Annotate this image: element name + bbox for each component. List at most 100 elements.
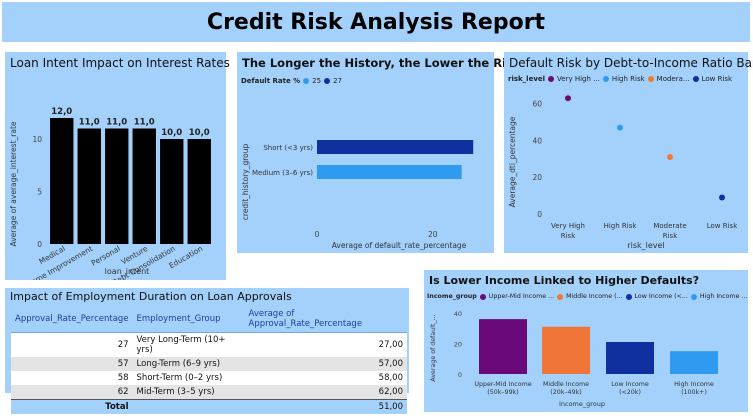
loan-intent-title: Loan Intent Impact on Interest Rates: [10, 56, 230, 70]
dti-x-tick-label: Risk: [663, 232, 678, 240]
total-label: Total: [11, 399, 133, 414]
employment-group-cell: Mid-Term (3–5 yrs): [132, 385, 245, 400]
dti-x-tick-label: High Risk: [604, 222, 638, 230]
table-row[interactable]: 58 Short-Term (0–2 yrs) 58,00: [11, 371, 407, 385]
income-x-tick-label: (<20k): [619, 389, 641, 396]
income-x-tick-label: (100k+): [681, 389, 707, 396]
dti-chart[interactable]: 0 20 40 60 Very High Risk High Risk Moderate Ris…: [504, 52, 748, 253]
income-legend-dot-icon: [690, 293, 697, 300]
income-x-tick-label: Low Income: [611, 381, 649, 388]
table-row[interactable]: 62 Mid-Term (3–5 yrs) 62,00: [11, 385, 407, 400]
history-y-tick-label: Short (<3 yrs): [263, 144, 313, 152]
average-approval-cell: 58,00: [244, 371, 407, 385]
dti-y-axis-label: Average_dti_percentage: [508, 116, 517, 207]
report-title-bar: Credit Risk Analysis Report: [2, 2, 750, 42]
income-y-tick-label: 0: [458, 371, 462, 379]
dti-y-tick-label: 0: [537, 210, 542, 219]
employment-title: Impact of Employment Duration on Loan Ap…: [10, 290, 292, 303]
history-chart[interactable]: Short (<3 yrs) Medium (3–6 yrs) 0 20 Average…: [237, 52, 494, 253]
income-legend-dot-icon: [479, 293, 486, 300]
income-x-tick-label: Upper-Mid Income: [474, 381, 531, 388]
dti-legend-dot-icon: [647, 76, 654, 82]
loan-bar-value-label: 10,0: [161, 128, 182, 138]
col-employment-group[interactable]: Employment_Group: [132, 306, 245, 333]
history-y-tick-label: Medium (3–6 yrs): [252, 169, 313, 177]
loan-bar: [187, 139, 211, 244]
total-spacer: [132, 399, 245, 414]
history-panel[interactable]: The Longer the History, the Lower the Ri…: [237, 52, 521, 253]
income-title: Is Lower Income Linked to Higher Default…: [429, 274, 700, 287]
approval-rate-cell: 27: [11, 332, 133, 357]
dti-x-tick-label: Moderate: [653, 222, 686, 230]
dti-legend-dot-icon: [692, 76, 699, 82]
dti-x-tick-label: Very High: [551, 222, 585, 230]
loan-y-tick-label: 5: [37, 188, 42, 197]
dti-x-axis-label: risk_level: [627, 241, 664, 250]
col-average-approval[interactable]: Average of Approval_Rate_Percentage: [244, 306, 407, 333]
table-row[interactable]: 27 Very Long-Term (10+ yrs) 27,00: [11, 332, 407, 357]
approval-rate-cell: 57: [11, 357, 133, 371]
loan-bar-value-label: 10,0: [189, 128, 210, 138]
income-y-tick-label: 40: [454, 310, 462, 318]
dti-point: [617, 124, 623, 131]
history-legend-label[interactable]: 27: [333, 77, 342, 85]
income-bar: [542, 326, 590, 374]
income-x-tick-label: (50k–99k): [487, 389, 518, 396]
approval-rate-cell: 62: [11, 385, 133, 400]
loan-intent-panel[interactable]: Loan Intent Impact on Interest Rates 0 5 1…: [5, 52, 230, 280]
employment-group-cell: Very Long-Term (10+ yrs): [132, 332, 245, 357]
dti-y-tick-label: 40: [532, 136, 542, 145]
average-approval-cell: 27,00: [244, 332, 407, 357]
table-row[interactable]: 57 Long-Term (6–9 yrs) 57,00: [11, 357, 407, 371]
loan-bar: [50, 118, 74, 244]
history-x-tick-label: 20: [428, 230, 438, 239]
dti-x-tick-label: Risk: [561, 232, 576, 240]
income-legend-label[interactable]: Middle Income (...: [566, 293, 623, 300]
dti-legend-label[interactable]: High Risk: [611, 75, 645, 83]
history-legend-dot-icon: [324, 78, 331, 84]
col-approval-rate[interactable]: Approval_Rate_Percentage: [11, 306, 133, 333]
loan-bar: [132, 128, 156, 244]
employment-table: Approval_Rate_Percentage Employment_Grou…: [11, 306, 407, 414]
average-approval-cell: 62,00: [244, 385, 407, 400]
loan-bar-value-label: 12,0: [51, 107, 72, 117]
income-legend-label[interactable]: Low Income (<...: [634, 293, 688, 300]
dti-legend-label[interactable]: Very High ...: [557, 75, 600, 83]
history-bar: [317, 140, 474, 154]
history-y-axis-label: credit_history_group: [241, 144, 250, 221]
dti-point: [565, 95, 571, 102]
history-bar: [317, 165, 462, 179]
dti-legend-label[interactable]: Low Risk: [701, 75, 733, 83]
history-legend-label[interactable]: 25: [312, 77, 322, 85]
income-y-axis-label: Average of default_...: [430, 314, 437, 381]
income-chart[interactable]: 0 20 40 Upper-Mid Income(50k–99k) Middle Inc…: [424, 270, 748, 412]
employment-group-cell: Short-Term (0–2 yrs): [132, 371, 245, 385]
history-title: The Longer the History, the Lower the Ri…: [242, 56, 521, 70]
dti-legend-dot-icon: [548, 76, 555, 82]
income-legend-label[interactable]: Upper-Mid Income ...: [488, 293, 555, 300]
loan-x-axis-label: loan_intent: [105, 267, 150, 276]
income-legend-label[interactable]: High Income ...: [699, 293, 748, 300]
income-legend: Income_group Upper-Mid Income ... Middle …: [427, 293, 748, 300]
loan-bar: [77, 128, 101, 244]
income-y-tick-label: 20: [454, 341, 462, 349]
loan-x-tick-label: Personal: [90, 244, 122, 268]
dti-legend-dot-icon: [602, 76, 609, 82]
income-bar: [479, 319, 527, 374]
total-row: Total 51,00: [11, 399, 407, 414]
average-approval-cell: 57,00: [244, 357, 407, 371]
history-legend-title: Default Rate %: [241, 77, 301, 85]
income-legend-dot-icon: [625, 293, 632, 300]
dti-point: [667, 154, 673, 161]
income-panel[interactable]: Is Lower Income Linked to Higher Default…: [424, 270, 748, 412]
dti-panel[interactable]: Default Risk by Debt-to-Income Ratio Ban…: [504, 52, 753, 253]
loan-bar-value-label: 11,0: [134, 118, 155, 128]
dti-legend-label[interactable]: Modera...: [656, 75, 690, 83]
income-x-tick-label: (20k–49k): [550, 389, 581, 396]
employment-panel[interactable]: Impact of Employment Duration on Loan Ap…: [5, 288, 409, 414]
income-x-axis-label: Income_group: [559, 400, 605, 408]
history-x-axis-label: Average of default_rate_percentage: [332, 241, 467, 250]
dti-legend-title: risk_level: [508, 75, 546, 83]
loan-bar-value-label: 11,0: [79, 118, 100, 128]
